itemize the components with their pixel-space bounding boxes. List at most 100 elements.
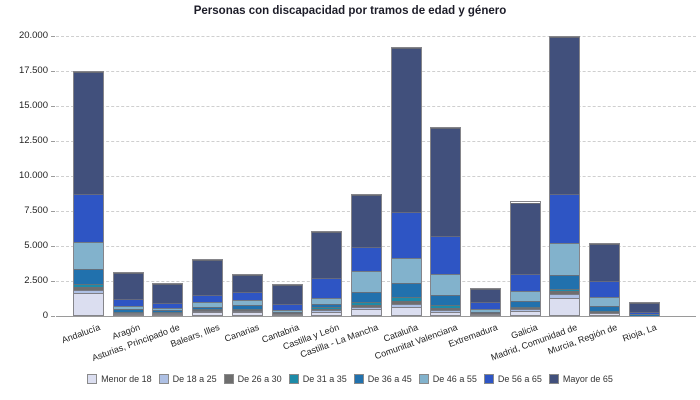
bar-segment [74,287,103,290]
y-tick-label: 0 [42,310,48,321]
bar-andaluc-a [73,71,104,316]
bar-segment [312,307,342,310]
bar-segment [431,305,461,308]
y-tick-mark [51,281,55,282]
bar-segment [510,309,540,311]
y-tick-label: 12.500 [18,135,48,146]
x-axis-label: Rioja, La [620,322,658,344]
legend-swatch-icon [483,374,494,384]
bar-segment [351,302,381,305]
bar-segment [193,306,223,310]
bar-madrid-comunidad-de [549,36,581,316]
bar-segment [351,246,381,272]
bar-segment [312,278,342,299]
legend-label: De 46 a 55 [432,374,477,384]
bar-segment [590,244,620,282]
y-tick-label: 17.500 [18,65,48,76]
legend-item: De 31 a 35 [288,374,347,384]
bar-segment [272,314,302,315]
bar-segment [351,307,381,310]
bar-segment [391,303,421,308]
legend: Menor de 18 De 18 a 25 De 26 a 30 De 31 a 3… [0,374,700,384]
bar-segment [351,304,381,308]
bar-segment [391,283,421,298]
bar-segment [629,303,659,313]
bar-segment [590,312,620,314]
legend-swatch-icon [223,374,234,384]
y-tick-mark [51,316,55,317]
bar-segment [510,307,540,310]
bar-segment [431,127,461,236]
bar-segment [74,242,103,269]
bar-segment [550,37,580,195]
bar-segment [272,309,302,312]
bar-segment [193,310,223,312]
bar-segment [431,294,461,306]
bar-segment [351,309,381,315]
legend-label: Menor de 18 [101,374,152,384]
bar-segment [272,284,302,304]
bar-segment [391,258,421,284]
bar-segment [193,311,223,315]
bar-segment [113,306,143,310]
bar-segment [550,294,580,299]
legend-item: De 56 a 65 [483,374,542,384]
bar-balears-illes [192,258,224,316]
bar-segment [312,311,342,315]
legend-label: De 56 a 65 [497,374,542,384]
bar-segment [153,312,183,314]
bar-segment [232,275,262,292]
y-tick-label: 7.500 [24,205,48,216]
y-tick-mark [51,211,55,212]
bar-canarias [231,274,263,316]
bar-galicia [509,201,541,316]
legend-label: Mayor de 65 [562,374,613,384]
legend-label: De 18 a 25 [172,374,217,384]
bar-segment [153,313,183,314]
x-axis-line [56,316,696,317]
y-tick-mark [51,36,55,37]
bar-cantabria [271,283,303,316]
bar-segment [74,293,103,315]
bar-comunitat-valenciana [430,126,462,316]
bar-segment [590,306,620,312]
y-gridline [56,106,696,107]
bar-segment [74,72,103,195]
y-gridline [56,71,696,72]
bar-segment [312,309,342,311]
bar-segment [153,303,183,308]
bar-segment [232,309,262,311]
bar-catalu-a [390,46,422,316]
bar-segment [510,291,540,301]
bar-segment [510,306,540,308]
bar-asturias-principado-de [152,282,184,316]
bar-segment [550,243,580,276]
bar-segment [232,311,262,315]
y-tick-mark [51,141,55,142]
bar-segment [153,313,183,315]
bar-segment [74,194,103,243]
bar-segment [113,299,143,307]
bar-segment [391,47,421,212]
bar-segment [391,307,421,315]
bar-segment [113,309,143,313]
bar-arag-n [112,271,144,316]
bar-segment [232,291,262,300]
bar-castilla-y-le-n [311,230,343,316]
bar-segment [74,289,103,294]
bar-segment [232,308,262,310]
bar-segment [113,312,143,313]
y-tick-label: 2.500 [24,275,48,286]
bar-segment [113,313,143,315]
bar-segment [391,301,421,304]
bar-segment [431,307,461,310]
legend-swatch-icon [418,374,429,384]
bar-segment [193,309,223,311]
bar-segment [193,302,223,307]
bar-segment [351,292,381,303]
legend-swatch-icon [353,374,364,384]
bar-segment [193,295,223,303]
bar-segment [193,310,223,311]
legend-swatch-icon [548,374,559,384]
bar-segment [550,194,580,244]
